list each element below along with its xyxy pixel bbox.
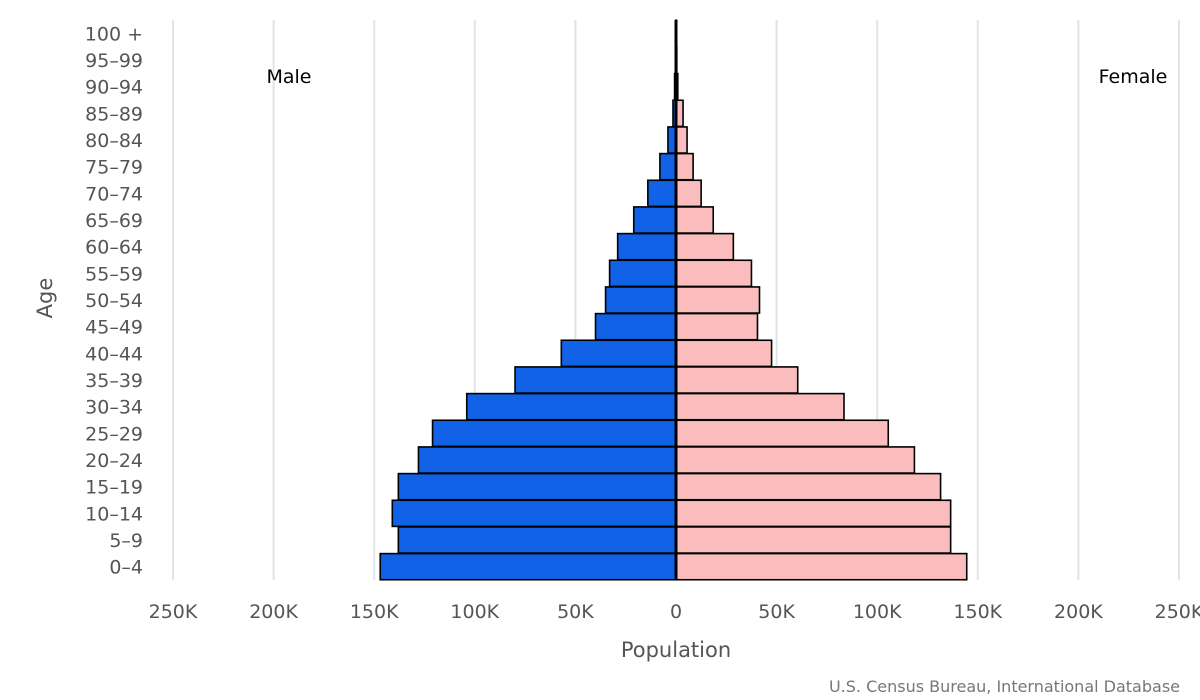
y-tick-label: 25–29 bbox=[85, 423, 143, 445]
y-tick-label: 80–84 bbox=[85, 130, 143, 152]
x-tick-label: 100K bbox=[853, 601, 902, 623]
bar-female-10-14[interactable] bbox=[675, 499, 952, 528]
bar-female-75-79[interactable] bbox=[675, 152, 694, 181]
bar-male-5-9[interactable] bbox=[397, 526, 677, 554]
bar-female-15-19[interactable] bbox=[675, 472, 942, 501]
bar-male-35-39[interactable] bbox=[514, 366, 677, 394]
bar-male-60-64[interactable] bbox=[616, 232, 677, 261]
bar-male-20-24[interactable] bbox=[417, 446, 677, 474]
x-tick-label: 100K bbox=[450, 601, 499, 623]
bar-female-5-9[interactable] bbox=[675, 526, 952, 554]
bar-female-60-64[interactable] bbox=[675, 232, 735, 261]
bar-female-40-44[interactable] bbox=[675, 339, 773, 368]
bar-male-65-69[interactable] bbox=[632, 206, 677, 234]
y-tick-label: 30–34 bbox=[85, 397, 143, 419]
bar-male-25-29[interactable] bbox=[431, 419, 677, 448]
bar-female-25-29[interactable] bbox=[675, 419, 890, 448]
bar-female-35-39[interactable] bbox=[675, 366, 799, 394]
y-tick-label: 100 + bbox=[85, 23, 143, 45]
bar-male-50-54[interactable] bbox=[604, 286, 677, 314]
source-credit: U.S. Census Bureau, International Databa… bbox=[828, 677, 1180, 696]
x-axis-ticks: 250K 200K 150K 100K 50K 0 50K 100K 150K 200K 250K bbox=[149, 601, 1200, 623]
bar-male-15-19[interactable] bbox=[397, 472, 677, 501]
bar-female-80-84[interactable] bbox=[675, 126, 688, 154]
y-tick-label: 75–79 bbox=[85, 157, 143, 179]
x-tick-label: 50K bbox=[758, 601, 795, 623]
y-axis-ticks: 100 + 95–99 90–94 85–89 80–84 75–79 70–74 65–69… bbox=[85, 23, 143, 578]
bars bbox=[379, 19, 968, 581]
x-tick-label: 0 bbox=[670, 601, 682, 623]
bar-female-70-74[interactable] bbox=[675, 179, 702, 208]
y-tick-label: 5–9 bbox=[109, 530, 143, 552]
y-tick-label: 10–14 bbox=[85, 503, 143, 525]
bar-female-30-34[interactable] bbox=[675, 392, 845, 421]
legend-male-label: Male bbox=[266, 66, 311, 88]
y-tick-label: 15–19 bbox=[85, 477, 143, 499]
legend-female-label: Female bbox=[1099, 66, 1168, 88]
bar-female-65-69[interactable] bbox=[675, 206, 715, 234]
x-tick-label: 50K bbox=[557, 601, 594, 623]
y-tick-label: 50–54 bbox=[85, 290, 143, 312]
y-tick-label: 35–39 bbox=[85, 370, 143, 392]
y-tick-label: 55–59 bbox=[85, 263, 143, 285]
x-axis-title: Population bbox=[621, 638, 731, 662]
y-tick-label: 90–94 bbox=[85, 77, 143, 99]
y-tick-label: 45–49 bbox=[85, 317, 143, 339]
x-tick-label: 200K bbox=[1054, 601, 1103, 623]
bar-male-0-4[interactable] bbox=[379, 552, 677, 581]
bar-male-10-14[interactable] bbox=[391, 499, 677, 528]
bar-female-0-4[interactable] bbox=[675, 552, 968, 581]
bar-female-50-54[interactable] bbox=[675, 286, 761, 314]
bar-male-55-59[interactable] bbox=[608, 259, 677, 288]
bar-female-45-49[interactable] bbox=[675, 312, 759, 341]
x-tick-label: 150K bbox=[953, 601, 1002, 623]
x-tick-label: 250K bbox=[1155, 601, 1200, 623]
x-tick-label: 200K bbox=[249, 601, 298, 623]
y-tick-label: 70–74 bbox=[85, 183, 143, 205]
bar-female-55-59[interactable] bbox=[675, 259, 753, 288]
y-tick-label: 0–4 bbox=[109, 557, 143, 579]
y-tick-label: 60–64 bbox=[85, 237, 143, 259]
y-tick-label: 95–99 bbox=[85, 50, 143, 72]
bar-female-20-24[interactable] bbox=[675, 446, 916, 474]
y-axis-title: Age bbox=[33, 278, 57, 319]
bar-male-40-44[interactable] bbox=[560, 339, 677, 368]
bar-male-30-34[interactable] bbox=[465, 392, 677, 421]
bar-male-75-79[interactable] bbox=[659, 152, 677, 181]
y-tick-label: 85–89 bbox=[85, 103, 143, 125]
x-tick-label: 150K bbox=[350, 601, 399, 623]
bar-male-70-74[interactable] bbox=[647, 179, 677, 208]
bar-male-45-49[interactable] bbox=[594, 312, 677, 341]
x-tick-label: 250K bbox=[149, 601, 198, 623]
y-tick-label: 20–24 bbox=[85, 450, 143, 472]
y-tick-label: 40–44 bbox=[85, 343, 143, 365]
y-tick-label: 65–69 bbox=[85, 210, 143, 232]
